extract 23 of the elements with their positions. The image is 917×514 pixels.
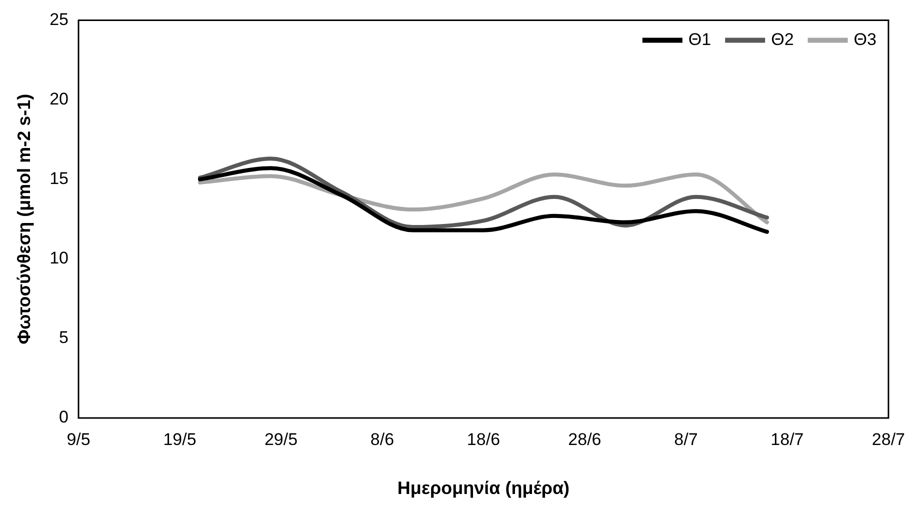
line-series <box>198 166 769 234</box>
y-tick-label: 10 <box>50 248 69 268</box>
y-tick-label: 0 <box>59 408 69 427</box>
y-tick-label: 5 <box>59 328 69 348</box>
x-tick-label: 28/6 <box>568 430 602 449</box>
x-tick-label: 29/5 <box>264 430 298 449</box>
x-tick-label: 9/5 <box>66 430 90 449</box>
y-tick-label: 15 <box>50 169 69 188</box>
y-axis-title: Φωτοσύνθεση (μmol m-2 s-1) <box>14 94 34 344</box>
legend-label: Θ2 <box>771 30 794 49</box>
x-tick-label: 18/7 <box>770 430 804 449</box>
x-tick-label: 8/6 <box>370 430 394 449</box>
line-series <box>198 172 769 224</box>
line-series <box>198 156 769 230</box>
x-tick-label: 18/6 <box>466 430 500 449</box>
x-tick-label: 19/5 <box>163 430 196 449</box>
x-axis-title: Ημερομηνία (ημέρα) <box>397 478 570 498</box>
y-tick-label: 20 <box>50 89 69 108</box>
x-tick-label: 8/7 <box>674 430 698 449</box>
y-tick-label: 25 <box>50 10 69 29</box>
legend-label: Θ1 <box>688 30 712 49</box>
x-tick-label: 28/7 <box>872 430 906 449</box>
legend-label: Θ3 <box>854 30 876 49</box>
